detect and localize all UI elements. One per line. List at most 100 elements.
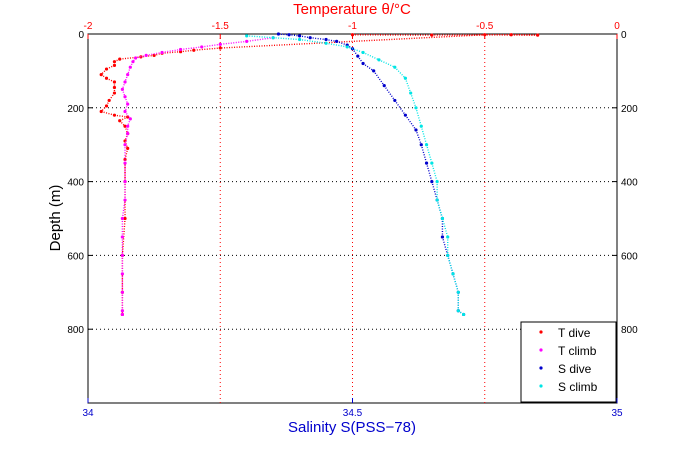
bottom-tick-label: 35	[611, 408, 623, 419]
data-trace	[246, 35, 274, 39]
data-trace	[278, 33, 290, 36]
top-tick-label: -1	[348, 21, 357, 32]
data-trace	[310, 36, 327, 41]
data-trace	[124, 133, 129, 145]
data-trace	[457, 310, 464, 316]
data-trace	[351, 48, 359, 57]
top-tick-label: -0.5	[476, 21, 494, 32]
data-trace	[201, 43, 221, 48]
data-trace	[346, 44, 353, 50]
data-trace	[105, 100, 110, 107]
data-trace	[180, 46, 202, 51]
data-point	[430, 33, 434, 37]
y-tick-label-right: 0	[621, 30, 627, 41]
y-tick-label-left: 200	[67, 104, 84, 115]
data-trace	[420, 144, 428, 164]
data-trace	[441, 236, 449, 256]
data-trace	[135, 54, 147, 59]
legend-marker-t-climb	[539, 348, 543, 352]
data-trace	[357, 55, 364, 64]
data-trace	[378, 59, 396, 68]
data-points	[99, 32, 540, 317]
data-trace	[124, 111, 131, 120]
data-trace	[373, 70, 385, 87]
data-trace	[124, 148, 129, 160]
bottom-axis-label: Salinity S(PSS−78)	[288, 419, 416, 436]
data-trace	[346, 46, 364, 54]
legend-marker-s-dive	[539, 366, 543, 370]
y-tick-label-right: 600	[621, 251, 638, 262]
legend-marker-s-climb	[539, 384, 543, 388]
data-trace	[220, 34, 485, 49]
legend: T dive T climb S dive S climb	[520, 321, 617, 403]
data-trace	[394, 100, 406, 116]
top-tick-label: 0	[614, 21, 620, 32]
legend-label-s-dive: S dive	[558, 362, 592, 376]
data-trace	[447, 255, 454, 275]
data-trace	[161, 48, 181, 54]
bottom-tick-label: 34	[82, 408, 94, 419]
data-trace	[404, 78, 412, 94]
data-trace	[162, 51, 181, 54]
top-axis-label: Temperature θ/°C	[293, 1, 411, 18]
data-trace	[273, 36, 300, 41]
top-tick-label: -1.5	[212, 21, 230, 32]
y-tick-label-right: 400	[621, 178, 638, 189]
data-trace	[415, 129, 422, 145]
y-tick-label-left: 0	[78, 30, 84, 41]
y-tick-label-left: 400	[67, 178, 84, 189]
data-trace	[404, 114, 417, 131]
data-trace	[299, 38, 327, 44]
series-s-climb	[245, 34, 466, 317]
data-trace	[383, 85, 396, 101]
data-trace	[431, 181, 438, 201]
data-trace	[132, 57, 137, 63]
data-trace	[410, 92, 417, 109]
data-point	[120, 312, 124, 317]
data-trace	[119, 56, 141, 60]
data-trace	[420, 126, 428, 145]
data-trace	[425, 162, 433, 182]
data-trace	[415, 107, 422, 127]
data-trace	[146, 51, 163, 57]
data-trace	[436, 199, 444, 219]
legend-label-t-climb: T climb	[558, 344, 597, 358]
data-trace	[114, 58, 121, 63]
data-trace	[121, 199, 126, 219]
legend-label-s-climb: S climb	[558, 380, 598, 394]
data-trace	[425, 144, 433, 164]
y-tick-label-left: 800	[67, 325, 84, 336]
data-trace	[299, 35, 311, 39]
data-trace	[441, 218, 449, 238]
data-trace	[246, 36, 274, 43]
grid	[88, 34, 617, 403]
series-t-climb	[120, 36, 275, 317]
legend-label-t-dive: T dive	[558, 326, 591, 340]
data-point	[536, 33, 540, 37]
data-trace	[394, 66, 406, 79]
bottom-tick-label: 34.5	[343, 408, 363, 419]
data-trace	[108, 92, 116, 101]
y-tick-label-right: 200	[621, 104, 638, 115]
data-trace	[431, 162, 438, 182]
y-tick-label-right: 800	[621, 325, 638, 336]
data-trace	[129, 61, 134, 68]
data-trace	[100, 74, 107, 79]
data-trace	[362, 62, 375, 72]
data-trace	[220, 40, 247, 46]
legend-marker-t-dive	[539, 330, 543, 334]
data-trace	[452, 273, 459, 293]
data-trace	[325, 42, 348, 48]
data-trace	[362, 51, 380, 61]
data-trace	[193, 47, 221, 51]
legend-box	[520, 321, 617, 403]
y-axis-label: Depth (m)	[47, 185, 64, 252]
data-trace	[336, 40, 348, 46]
y-tick-label-left: 600	[67, 251, 84, 262]
top-tick-label: -2	[84, 21, 93, 32]
data-point	[245, 34, 249, 38]
data-trace	[325, 38, 337, 43]
data-point	[126, 102, 130, 106]
